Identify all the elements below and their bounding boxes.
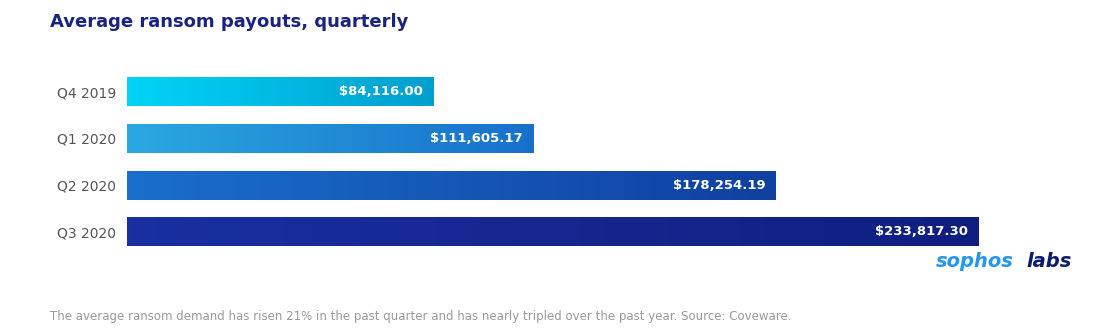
Text: The average ransom demand has risen 21% in the past quarter and has nearly tripl: The average ransom demand has risen 21% … bbox=[50, 311, 792, 323]
Text: labs: labs bbox=[1026, 251, 1072, 271]
Text: $233,817.30: $233,817.30 bbox=[875, 225, 968, 238]
Text: $111,605.17: $111,605.17 bbox=[430, 132, 523, 145]
Text: Average ransom payouts, quarterly: Average ransom payouts, quarterly bbox=[50, 13, 408, 31]
Text: $84,116.00: $84,116.00 bbox=[339, 85, 423, 98]
Text: sophos: sophos bbox=[935, 251, 1013, 271]
Text: $178,254.19: $178,254.19 bbox=[673, 179, 765, 191]
